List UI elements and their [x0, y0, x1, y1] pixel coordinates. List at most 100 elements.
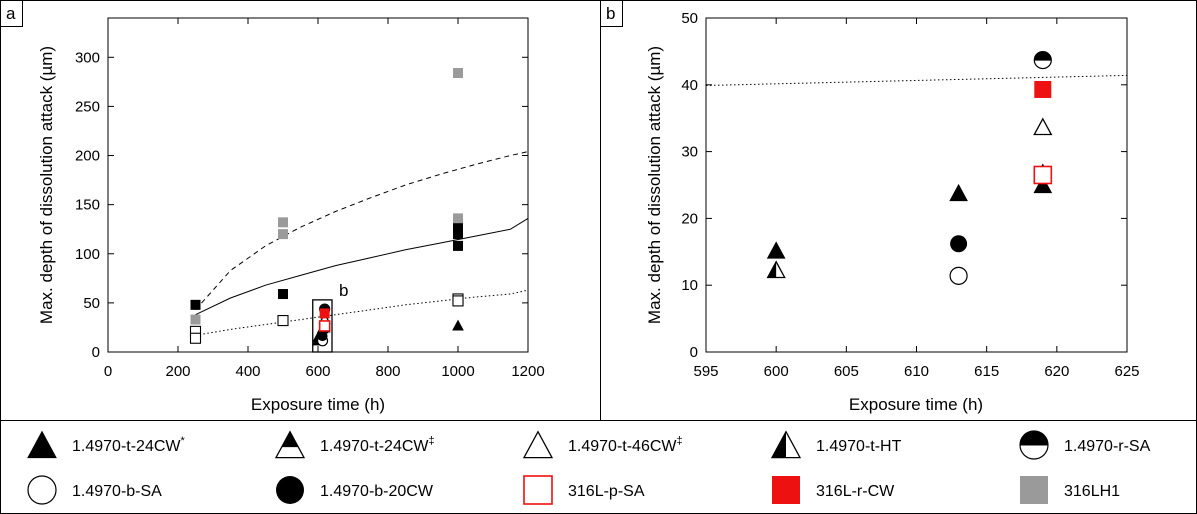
x-tick-label: 605 — [834, 363, 859, 380]
fit-line-solid — [195, 217, 529, 316]
legend-marker — [770, 430, 802, 459]
data-point — [453, 240, 463, 251]
panel-a-plot-frame — [107, 17, 529, 353]
data-point — [318, 320, 331, 332]
data-point — [950, 235, 968, 253]
panel-b-xlabel: Exposure time (h) — [849, 395, 983, 414]
legend-marker — [27, 430, 57, 459]
x-tick-label: 610 — [904, 363, 929, 380]
legend-marker — [772, 476, 800, 504]
y-tick-label: 250 — [75, 98, 100, 115]
x-tick-label: 620 — [1044, 363, 1069, 380]
legend-label: 1.4970-t-HT — [816, 438, 902, 455]
legend-marker — [276, 476, 304, 504]
panel-a-fit-lines — [195, 151, 529, 336]
panel-b-letter-box — [600, 0, 623, 27]
data-point — [949, 266, 968, 285]
y-tick-label: 50 — [83, 295, 100, 312]
panel-a-ylabel: Max. depth of dissolution attack (µm) — [37, 46, 56, 324]
fit-line-dotted — [705, 74, 1128, 86]
legend-label: 1.4970-b-20CW — [320, 483, 434, 500]
data-point — [1033, 50, 1052, 70]
x-tick-label: 615 — [974, 363, 999, 380]
legend-item: 1.4970-t-HT — [770, 430, 902, 459]
chart-panel-b: 595 600 605 610 615 620 625 0 10 20 30 40 50 Exposur… — [645, 10, 1140, 414]
panel-a-ticks: 0 200 400 600 800 1000 1200 0 50 100 150 200 250 300 — [75, 18, 545, 380]
y-tick-label: 200 — [75, 148, 100, 165]
data-point — [1033, 165, 1053, 185]
x-tick-label: 400 — [235, 363, 260, 380]
y-tick-label: 300 — [75, 49, 100, 66]
data-point — [453, 213, 463, 224]
y-tick-label: 20 — [681, 210, 698, 227]
panel-b-ticks: 595 600 605 610 615 620 625 0 10 20 30 40 50 — [681, 10, 1139, 380]
data-point — [278, 229, 288, 240]
legend-marker — [274, 430, 306, 459]
panel-b-ylabel: Max. depth of dissolution attack (µm) — [645, 46, 664, 324]
legend-marker — [523, 475, 553, 505]
data-point — [453, 68, 463, 79]
legend-item: 316L-p-SA — [523, 475, 645, 505]
x-tick-label: 1200 — [511, 363, 544, 380]
data-point — [766, 241, 786, 259]
data-point — [190, 314, 201, 325]
panel-a-zoom-box: b — [312, 281, 348, 353]
data-point — [766, 260, 786, 279]
x-tick-label: 600 — [305, 363, 330, 380]
legend-label: 1.4970-r-SA — [1064, 438, 1151, 455]
legend-marker — [27, 475, 57, 505]
panel-b-fit-lines — [705, 74, 1128, 86]
data-point — [452, 319, 464, 331]
legend: 1.4970-t-24CW* 1.4970-t-24CW‡ 1.4970-t-46C… — [27, 430, 1151, 505]
legend-marker — [1020, 476, 1048, 504]
y-tick-label: 10 — [681, 277, 698, 294]
legend-label: 1.4970-t-46CW‡ — [568, 435, 683, 455]
legend-item: 1.4970-r-SA — [1019, 430, 1151, 460]
panel-a-data-points — [189, 68, 464, 347]
legend-label-superscript: * — [181, 435, 186, 447]
legend-label: 1.4970-t-24CW‡ — [320, 435, 435, 455]
panel-b-letter: b — [606, 4, 615, 23]
legend-marker — [1019, 430, 1049, 460]
legend-item: 1.4970-t-24CW‡ — [274, 430, 435, 459]
data-point — [278, 289, 288, 300]
x-tick-label: 600 — [764, 363, 789, 380]
y-tick-label: 40 — [681, 77, 698, 94]
data-point — [1033, 117, 1053, 136]
legend-label: 316L-r-CW — [816, 483, 895, 500]
legend-marker — [522, 430, 554, 459]
legend-item: 1.4970-b-SA — [27, 475, 162, 505]
panel-b-data-points — [766, 50, 1053, 285]
legend-label: 1.4970-t-24CW* — [72, 435, 186, 455]
data-point — [452, 295, 464, 307]
data-point — [319, 308, 330, 319]
data-point — [278, 217, 288, 228]
zoom-region-box — [312, 299, 333, 353]
legend-label: 1.4970-b-SA — [72, 483, 162, 500]
data-point — [190, 299, 201, 310]
data-point — [453, 229, 463, 240]
y-tick-label: 30 — [681, 144, 698, 161]
x-tick-label: 625 — [1114, 363, 1139, 380]
x-tick-label: 800 — [375, 363, 400, 380]
legend-label: 316LH1 — [1064, 483, 1120, 500]
chart-panel-a: 0 200 400 600 800 1000 1200050100150200250300 … — [37, 17, 545, 414]
panel-b-plot-frame — [705, 17, 1128, 353]
legend-label: 316L-p-SA — [568, 483, 645, 500]
data-point — [453, 223, 463, 234]
data-point — [277, 315, 289, 327]
x-tick-label: 200 — [165, 363, 190, 380]
x-tick-label: 0 — [104, 363, 112, 380]
panel-a-xlabel: Exposure time (h) — [251, 395, 385, 414]
legend-label-superscript: ‡ — [429, 435, 435, 447]
panel-a-letter: a — [6, 4, 16, 23]
y-tick-label: 50 — [681, 10, 698, 27]
fit-line-dashed — [195, 151, 529, 311]
y-tick-label: 150 — [75, 197, 100, 214]
x-tick-label: 1000 — [441, 363, 474, 380]
fit-line-dotted — [195, 289, 529, 336]
y-tick-label: 0 — [92, 344, 100, 361]
data-point — [189, 332, 202, 344]
y-tick-label: 0 — [690, 344, 698, 361]
